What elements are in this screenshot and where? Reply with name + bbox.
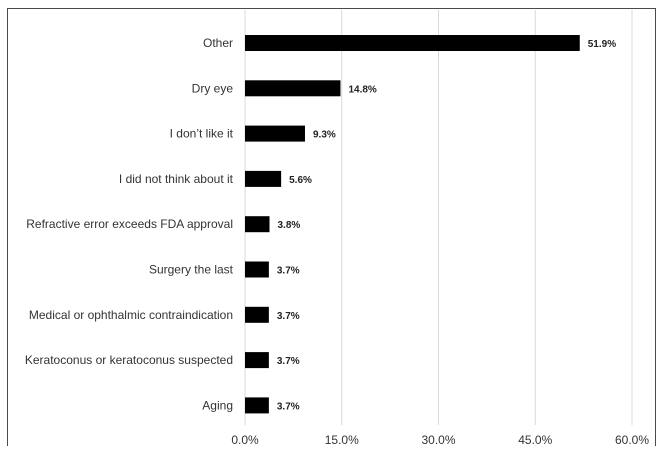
category-label: Refractive error exceeds FDA approval [26,217,233,231]
bar [245,125,305,142]
data-label: 3.7% [277,401,300,412]
category-label: Dry eye [192,81,234,95]
bar [245,35,580,51]
data-label: 3.7% [277,266,300,277]
bar [245,261,269,278]
x-tick-label: 15.0% [325,433,359,447]
category-label: I did not think about it [119,172,234,186]
data-label: 14.8% [348,84,376,95]
bar [245,352,269,369]
x-tick-label: 60.0% [615,433,649,447]
category-label: Aging [202,398,233,412]
bar [245,306,269,323]
bar [245,170,282,187]
data-label: 3.8% [278,220,301,231]
data-label: 9.3% [313,130,336,141]
category-label: Keratoconus or keratoconus suspected [25,353,233,367]
bar [245,80,341,97]
data-label: 51.9% [588,39,616,50]
x-tick-label: 30.0% [421,433,455,447]
bar [245,216,270,233]
category-label: I don’t like it [170,127,234,141]
x-tick-label: 0.0% [231,433,259,447]
data-label: 3.7% [277,311,300,322]
data-label: 5.6% [289,175,312,186]
category-label: Surgery the last [149,263,234,277]
bar [245,397,269,414]
data-label: 3.7% [277,356,300,367]
x-tick-label: 45.0% [518,433,552,447]
category-label: Medical or ophthalmic contraindication [29,308,233,322]
category-label: Other [203,36,233,50]
chart-frame [7,8,656,446]
